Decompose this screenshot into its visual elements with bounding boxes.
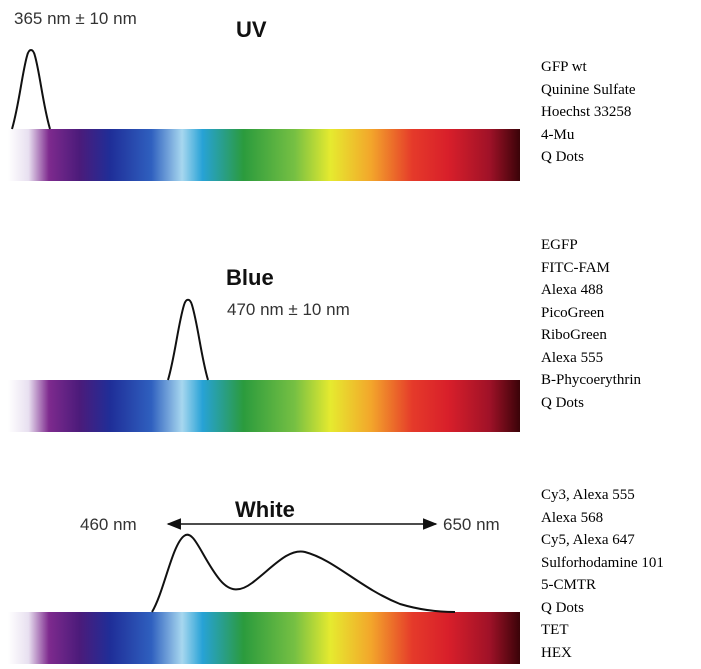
white-title: White bbox=[235, 497, 295, 522]
list-item: PicoGreen bbox=[541, 304, 605, 321]
list-item: 5-CMTR bbox=[541, 577, 597, 593]
white-range-end-label: 650 nm bbox=[443, 515, 500, 534]
list-item: Cy3, Alexa 555 bbox=[541, 487, 635, 503]
list-item: Quinine Sulfate bbox=[541, 81, 636, 98]
white-emission-curve bbox=[151, 533, 456, 613]
list-item: Alexa 568 bbox=[541, 509, 604, 526]
uv-wavelength-label: 365 nm ± 10 nm bbox=[14, 9, 137, 28]
list-item: Hoechst 33258 bbox=[541, 104, 632, 120]
list-item: TET bbox=[541, 622, 569, 638]
uv-excitation-peak bbox=[11, 49, 51, 130]
blue-wavelength-label: 470 nm ± 10 nm bbox=[227, 300, 350, 319]
uv-dye-list: GFP wt Quinine Sulfate Hoechst 33258 4-M… bbox=[541, 56, 636, 169]
list-item: Q Dots bbox=[541, 599, 584, 616]
blue-spectrum-bar bbox=[8, 380, 520, 432]
list-item: GFP wt bbox=[541, 59, 587, 75]
list-item: Alexa 488 bbox=[541, 282, 604, 298]
list-item: HEX bbox=[541, 644, 572, 661]
white-spectrum-bar bbox=[8, 612, 520, 664]
list-item: Alexa 555 bbox=[541, 349, 604, 366]
list-item: Q Dots bbox=[541, 149, 584, 165]
list-item: 4-Mu bbox=[541, 126, 575, 143]
list-item: Sulforhodamine 101 bbox=[541, 554, 664, 571]
uv-title: UV bbox=[236, 17, 267, 42]
list-item: FITC-FAM bbox=[541, 259, 610, 276]
blue-title: Blue bbox=[226, 265, 274, 290]
blue-dye-list: EGFP FITC-FAM Alexa 488 PicoGreen RiboGr… bbox=[541, 234, 641, 414]
list-item: Q Dots bbox=[541, 394, 584, 411]
list-item: Cy5, Alexa 647 bbox=[541, 532, 635, 548]
white-range-start-label: 460 nm bbox=[80, 515, 137, 534]
blue-excitation-peak bbox=[167, 298, 209, 381]
white-dye-list: Cy3, Alexa 555 Alexa 568 Cy5, Alexa 647 … bbox=[541, 484, 664, 664]
list-item: B-Phycoerythrin bbox=[541, 372, 641, 388]
uv-spectrum-bar bbox=[8, 129, 520, 181]
list-item: RiboGreen bbox=[541, 327, 607, 343]
list-item: EGFP bbox=[541, 237, 578, 253]
